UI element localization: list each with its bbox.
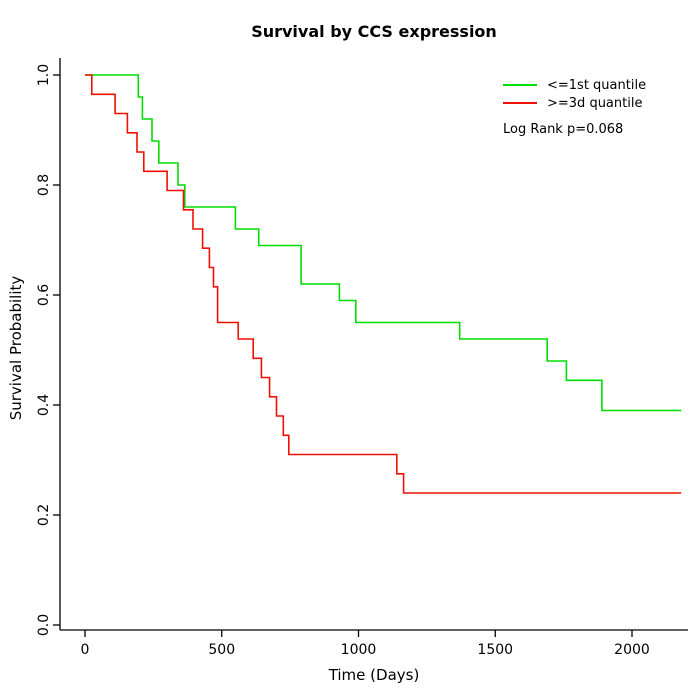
y-tick-label: 0.4 [36, 394, 52, 416]
y-tick-label: 0.6 [36, 284, 52, 306]
y-tick-label: 0.0 [36, 614, 52, 636]
legend-item-first-quantile: <=1st quantile [503, 76, 646, 94]
y-tick-label: 0.8 [36, 174, 52, 196]
y-axis-title: Survival Probability [7, 275, 25, 421]
log-rank-annotation: Log Rank p=0.068 [503, 122, 624, 137]
x-axis-ticks [84, 630, 633, 637]
y-tick-label: 1.0 [36, 64, 52, 86]
x-tick-label: 500 [208, 642, 235, 658]
survival-curve-0 [85, 74, 682, 412]
y-axis-ticks [53, 74, 60, 626]
x-tick-label: 0 [81, 642, 90, 658]
legend: <=1st quantile >=3d quantile Log Rank p=… [503, 76, 646, 137]
x-axis-title: Time (Days) [328, 666, 420, 684]
axes [59, 58, 688, 631]
red-line-swatch [503, 102, 537, 104]
survival-curve-1 [85, 74, 682, 494]
x-tick-label: 1500 [477, 642, 513, 658]
x-tick-label: 1000 [341, 642, 377, 658]
x-tick-label: 2000 [614, 642, 650, 658]
legend-item-third-quantile: >=3d quantile [503, 94, 646, 112]
y-tick-label: 0.2 [36, 504, 52, 526]
legend-label: >=3d quantile [547, 95, 643, 111]
chart-title: Survival by CCS expression [251, 22, 497, 41]
green-line-swatch [503, 84, 537, 86]
legend-label: <=1st quantile [547, 77, 647, 93]
